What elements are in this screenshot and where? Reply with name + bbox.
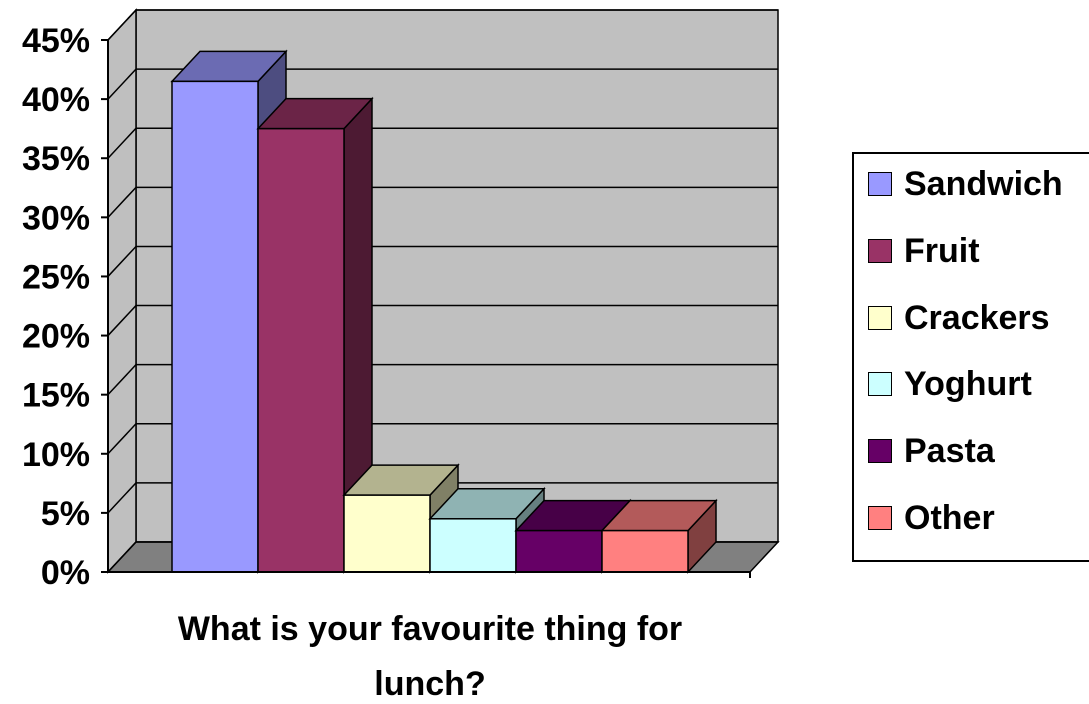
bar-fruit (256, 96, 374, 574)
legend-label-pasta: Pasta (904, 431, 995, 470)
bar-front-pasta (515, 529, 603, 573)
gridline-30- (107, 186, 778, 218)
bar-front-sandwich (171, 80, 259, 573)
legend-item-sandwich: Sandwich (868, 164, 1063, 204)
legend-swatch-other (868, 506, 892, 530)
legend-label-crackers: Crackers (904, 298, 1050, 337)
legend-swatch-yoghurt (868, 372, 892, 396)
legend-label-other: Other (904, 498, 995, 537)
gridline-20- (107, 304, 778, 337)
legend-item-other: Other (868, 498, 995, 538)
y-tick-label-15-: 15% (22, 377, 90, 415)
legend-swatch-fruit (868, 239, 892, 263)
legend-swatch-pasta (868, 439, 892, 463)
y-tick-label-25-: 25% (22, 258, 90, 296)
gridline-10- (107, 423, 778, 455)
legend-swatch-crackers (868, 306, 892, 330)
y-tick-label-5-: 5% (41, 495, 90, 533)
legend: Sandwich Fruit Crackers Yoghurt Pasta Ot… (852, 152, 1089, 562)
y-tick-label-10-: 10% (22, 436, 90, 474)
y-tick-label-40-: 40% (22, 81, 90, 119)
legend-item-fruit: Fruit (868, 231, 980, 271)
y-tick-label-0-: 0% (41, 554, 90, 592)
bar-front-other (601, 529, 689, 573)
y-tick-label-30-: 30% (22, 199, 90, 237)
y-tick-label-35-: 35% (22, 140, 90, 178)
gridline-25- (107, 245, 778, 277)
legend-item-crackers: Crackers (868, 298, 1050, 338)
legend-label-sandwich: Sandwich (904, 164, 1063, 203)
gridline-35- (107, 127, 778, 159)
gridline-5- (107, 482, 778, 514)
axes (107, 40, 751, 578)
bar-front-crackers (343, 494, 431, 573)
legend-item-pasta: Pasta (868, 431, 995, 471)
legend-label-fruit: Fruit (904, 231, 980, 270)
legend-label-yoghurt: Yoghurt (904, 364, 1032, 403)
y-tick-labels: 0% 5% 10% 15% 20% 25% 30% 35% 40% 45% (22, 22, 108, 592)
gridlines (107, 9, 778, 573)
x-axis-title-line2: lunch? (374, 665, 485, 703)
y-tick-label-20-: 20% (22, 318, 90, 356)
x-axis-title-line1: What is your favourite thing for (178, 610, 682, 648)
gridline-40- (107, 68, 778, 100)
bars (170, 49, 718, 574)
y-tick-label-45-: 45% (22, 22, 90, 60)
legend-swatch-sandwich (868, 172, 892, 196)
gridline-45- (107, 9, 778, 41)
gridline-15- (107, 363, 778, 396)
bar-front-yoghurt (429, 518, 517, 573)
bar-other (600, 498, 718, 574)
bar-front-fruit (257, 127, 345, 573)
legend-item-yoghurt: Yoghurt (868, 364, 1032, 404)
